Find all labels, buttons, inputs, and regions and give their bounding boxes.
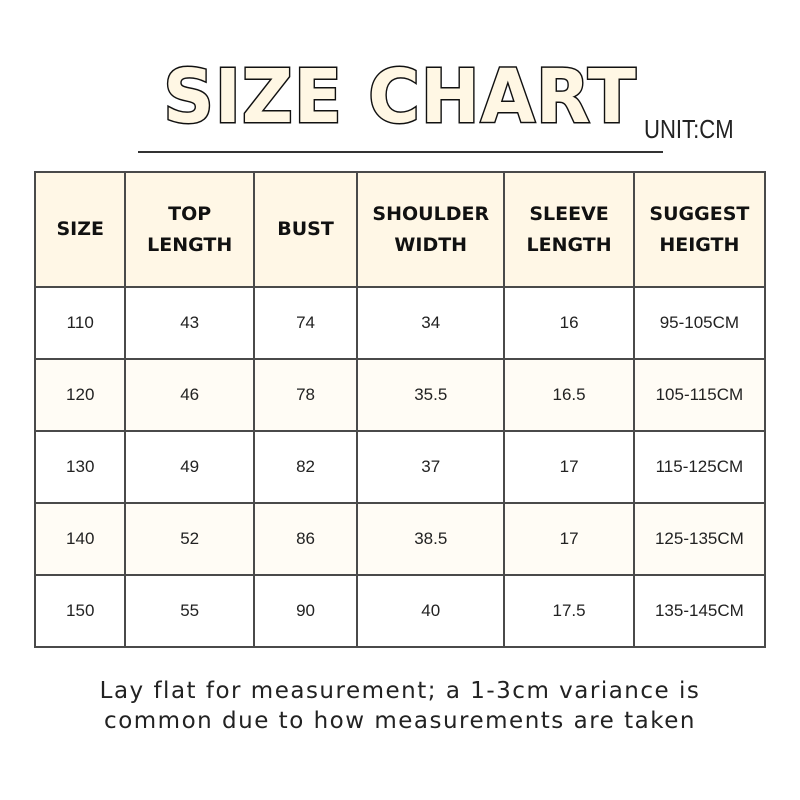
table-cell: 35.5 bbox=[356, 358, 506, 432]
column-header: SHOULDER WIDTH bbox=[356, 171, 506, 288]
table-cell: 52 bbox=[124, 502, 255, 576]
table-cell: 74 bbox=[252, 286, 359, 360]
note-line: Lay flat for measurement; a 1-3cm varian… bbox=[99, 678, 701, 704]
note-line: common due to how measurements are taken bbox=[104, 708, 696, 734]
table-row: 120 46 78 35.5 16.5 105-115CM bbox=[33, 358, 767, 432]
table-cell: 38.5 bbox=[356, 502, 506, 576]
column-header: SIZE bbox=[33, 171, 127, 288]
table-cell: 40 bbox=[356, 574, 506, 648]
table-row: 130 49 82 37 17 115-125CM bbox=[33, 430, 767, 504]
column-header-line: BUST bbox=[277, 218, 334, 240]
column-header: SUGGEST HEIGTH bbox=[632, 171, 767, 288]
column-header-line: SLEEVE bbox=[529, 202, 609, 225]
column-header-line: SIZE bbox=[56, 218, 104, 240]
header-row: SIZE TOP LENGTH BUST SHOULDER WIDTH SLEEVE LENG… bbox=[33, 171, 767, 288]
column-header: TOP LENGTH bbox=[124, 171, 255, 288]
size-table: SIZE TOP LENGTH BUST SHOULDER WIDTH SLEEVE LENG… bbox=[33, 171, 767, 648]
column-header-line: LENGTH bbox=[526, 233, 612, 256]
table-row: 150 55 90 40 17.5 135-145CM bbox=[33, 574, 767, 648]
table-cell: 16 bbox=[503, 286, 635, 360]
column-header-line: WIDTH bbox=[394, 233, 468, 256]
unit-label: UNIT:CM bbox=[644, 114, 734, 144]
table-cell: 110 bbox=[33, 286, 127, 360]
column-header-line: SUGGEST bbox=[649, 202, 750, 225]
table-row: 140 52 86 38.5 17 125-135CM bbox=[33, 502, 767, 576]
column-header-line: HEIGTH bbox=[659, 233, 740, 256]
table-cell: 46 bbox=[124, 358, 255, 432]
table-cell: 86 bbox=[252, 502, 359, 576]
table-cell: 115-125CM bbox=[632, 430, 767, 504]
column-header: SLEEVE LENGTH bbox=[503, 171, 635, 288]
table-row: 110 43 74 34 16 95-105CM bbox=[33, 286, 767, 360]
table-cell: 55 bbox=[124, 574, 255, 648]
table-cell: 16.5 bbox=[503, 358, 635, 432]
table-cell: 125-135CM bbox=[632, 502, 767, 576]
column-header-line: TOP bbox=[168, 202, 212, 225]
table-cell: 17.5 bbox=[503, 574, 635, 648]
table-cell: 150 bbox=[33, 574, 127, 648]
table-cell: 135-145CM bbox=[632, 574, 767, 648]
table-cell: 37 bbox=[356, 430, 506, 504]
table-cell: 17 bbox=[503, 430, 635, 504]
table-cell: 105-115CM bbox=[632, 358, 767, 432]
table-cell: 34 bbox=[356, 286, 506, 360]
table-cell: 130 bbox=[33, 430, 127, 504]
table-cell: 78 bbox=[252, 358, 359, 432]
column-header-line: SHOULDER bbox=[372, 202, 490, 225]
table-cell: 82 bbox=[252, 430, 359, 504]
measurement-note: Lay flat for measurement; a 1-3cm varian… bbox=[0, 676, 800, 736]
table-cell: 120 bbox=[33, 358, 127, 432]
table-cell: 43 bbox=[124, 286, 255, 360]
table-cell: 140 bbox=[33, 502, 127, 576]
title-divider bbox=[138, 151, 663, 153]
table-cell: 90 bbox=[252, 574, 359, 648]
column-header: BUST bbox=[252, 171, 359, 288]
table-cell: 49 bbox=[124, 430, 255, 504]
table-cell: 95-105CM bbox=[632, 286, 767, 360]
page-title: SIZE CHART bbox=[162, 53, 637, 142]
column-header-line: LENGTH bbox=[147, 233, 233, 256]
table-cell: 17 bbox=[503, 502, 635, 576]
